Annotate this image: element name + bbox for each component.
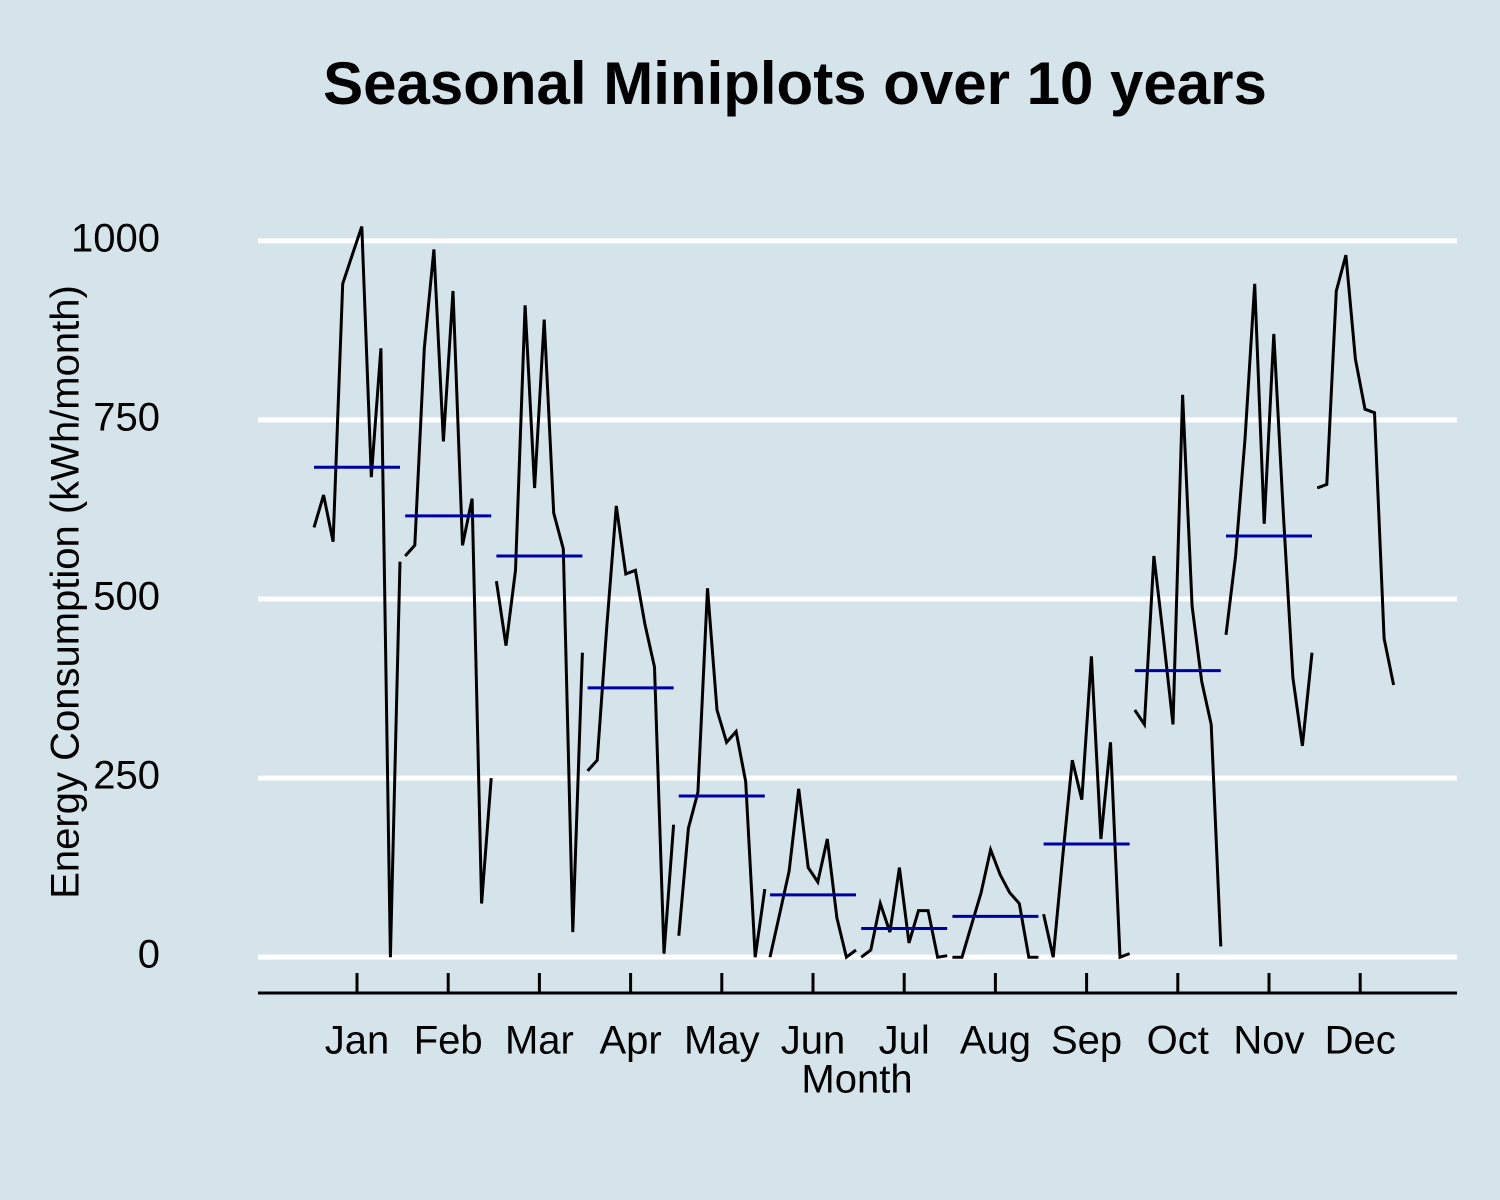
y-axis-label: Energy Consumption (kWh/month) bbox=[44, 285, 88, 899]
y-tick-label: 250 bbox=[93, 754, 160, 798]
month-line bbox=[677, 588, 767, 958]
y-tick-label: 1000 bbox=[71, 216, 160, 260]
month-line bbox=[404, 249, 493, 904]
month-line bbox=[1316, 254, 1396, 686]
x-tick-label: Jul bbox=[879, 1019, 930, 1063]
x-tick-label: Aug bbox=[960, 1019, 1031, 1063]
x-tick-label: Feb bbox=[414, 1019, 483, 1063]
month-line bbox=[768, 788, 857, 960]
month-line bbox=[952, 844, 1039, 959]
month-line bbox=[1224, 283, 1314, 747]
x-tick-label: Sep bbox=[1051, 1019, 1122, 1063]
chart-title: Seasonal Miniplots over 10 years bbox=[323, 50, 1267, 117]
y-tick-label: 500 bbox=[93, 575, 160, 619]
x-axis-label: Month bbox=[801, 1058, 912, 1102]
x-tick-label: May bbox=[684, 1019, 760, 1063]
month-line bbox=[1042, 656, 1131, 960]
x-tick-label: Jun bbox=[781, 1019, 846, 1063]
x-tick-label: Dec bbox=[1325, 1019, 1396, 1063]
y-tick-label: 0 bbox=[138, 933, 160, 977]
month-line bbox=[860, 867, 948, 959]
x-tick-label: Mar bbox=[505, 1019, 574, 1063]
month-line bbox=[494, 305, 584, 933]
x-tick-label: Apr bbox=[599, 1019, 661, 1063]
y-tick-label: 750 bbox=[93, 395, 160, 439]
x-tick-label: Jan bbox=[325, 1019, 390, 1063]
x-tick-label: Oct bbox=[1147, 1019, 1209, 1063]
month-line bbox=[312, 226, 402, 958]
month-line bbox=[1133, 394, 1223, 947]
x-tick-label: Nov bbox=[1233, 1019, 1304, 1063]
month-line bbox=[586, 505, 676, 954]
